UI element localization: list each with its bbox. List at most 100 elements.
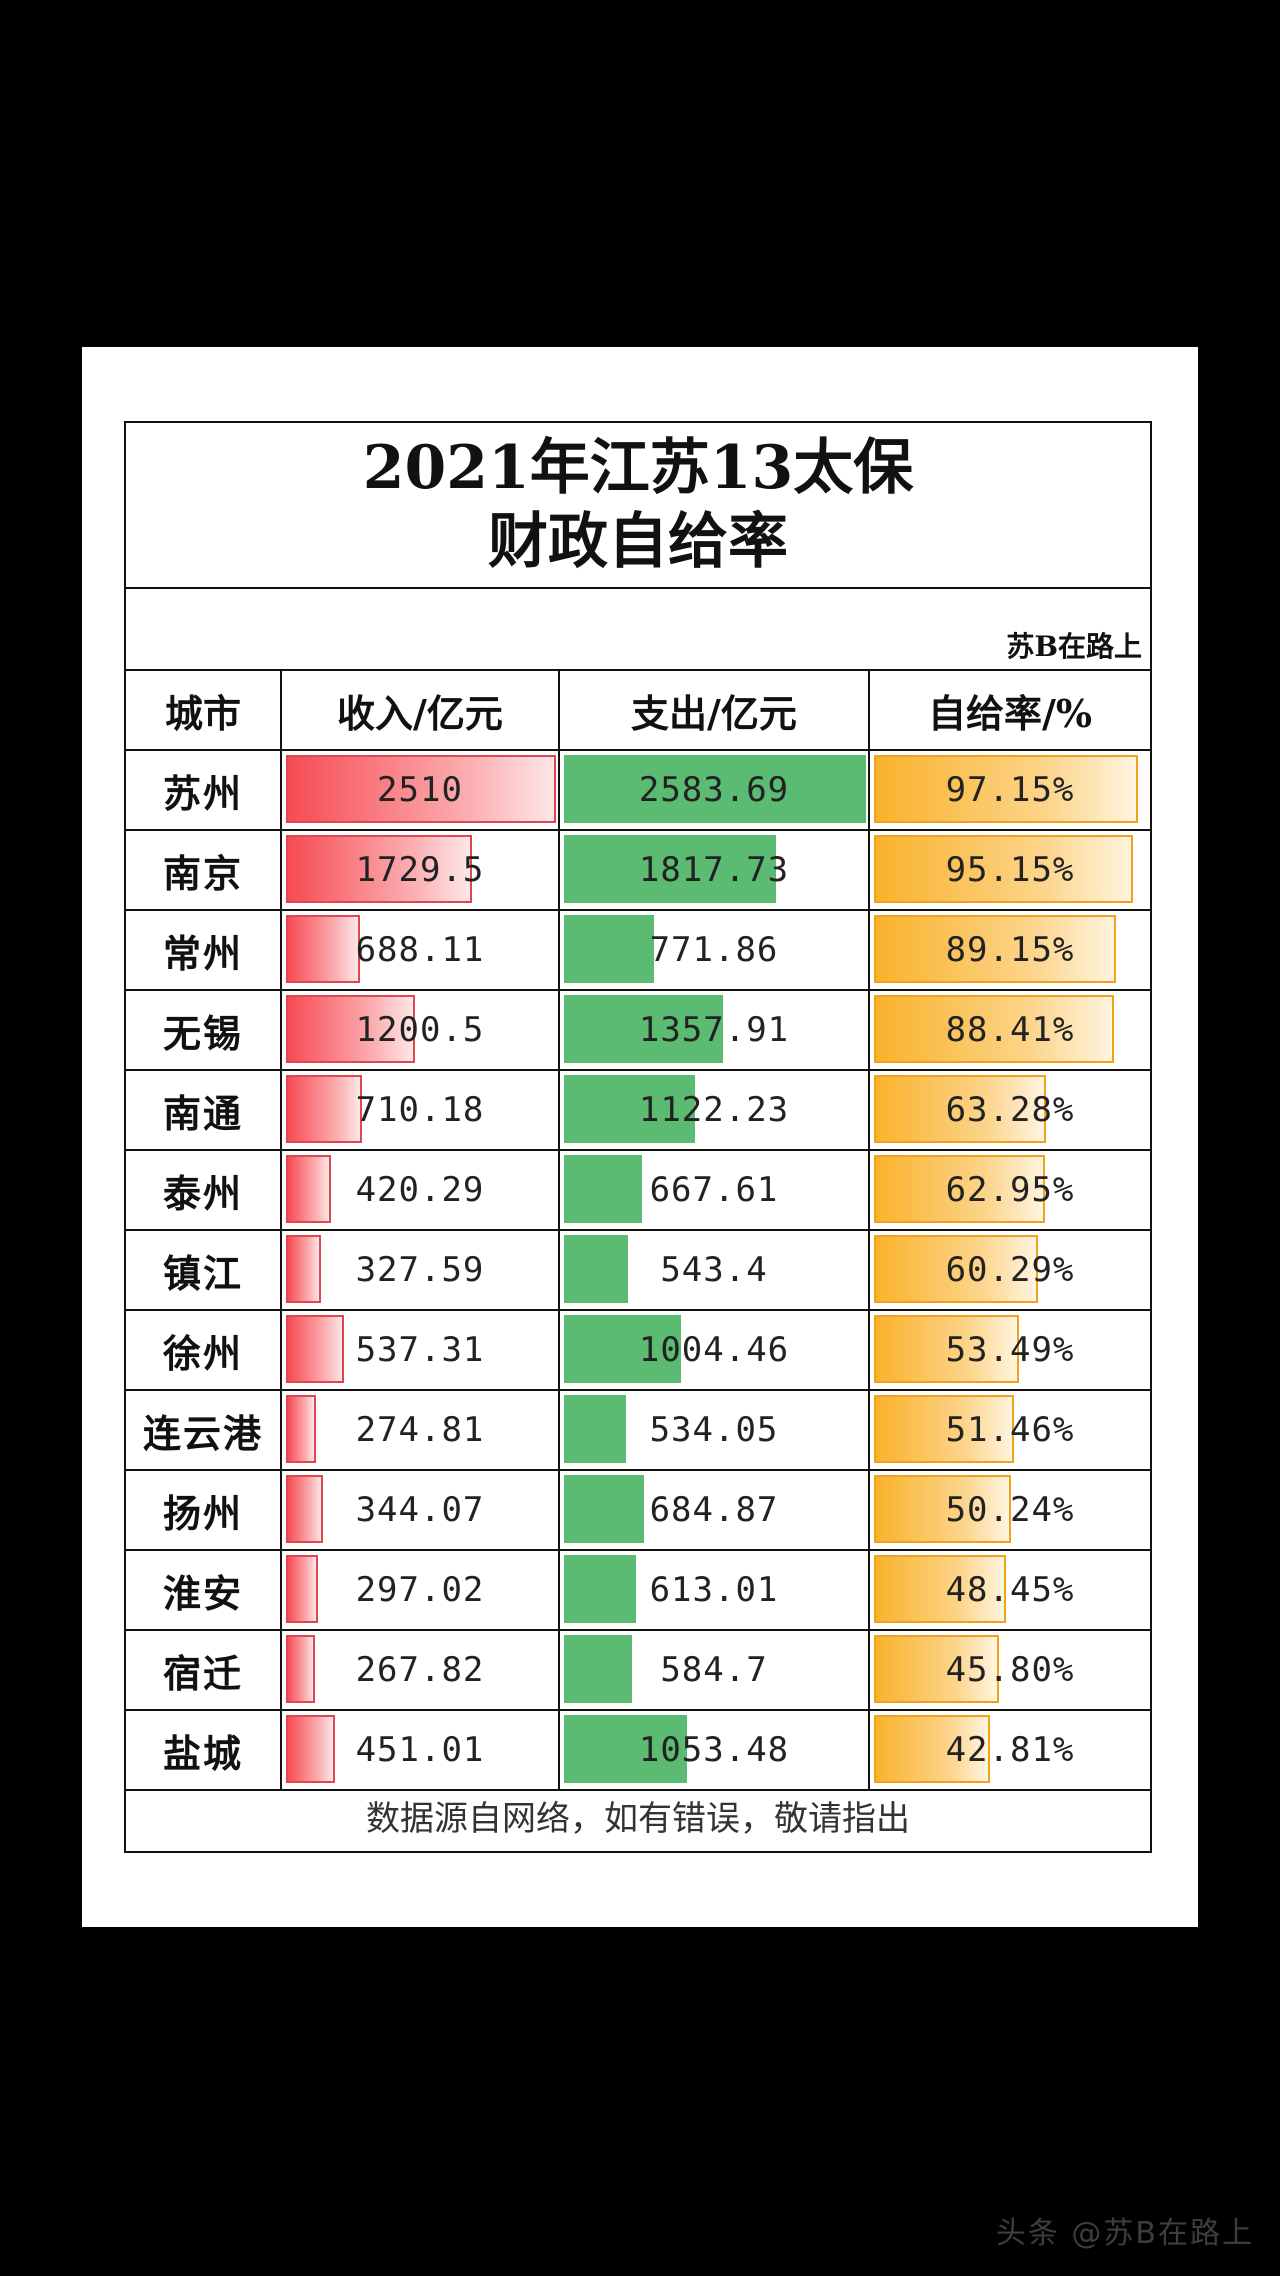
expense-cell: 584.7 — [560, 1631, 870, 1709]
expense-bar — [564, 995, 723, 1063]
expense-value: 1122.23 — [638, 1090, 790, 1130]
rate-value: 51.46% — [945, 1410, 1075, 1450]
income-bar — [286, 1555, 318, 1623]
rate-value: 60.29% — [945, 1250, 1075, 1290]
footer-note: 数据源自网络，如有错误，敬请指出 — [366, 1798, 910, 1839]
rate-value: 97.15% — [945, 770, 1075, 810]
table-row: 南京 1729.5 1817.73 95.15% — [126, 831, 1150, 911]
expense-cell: 613.01 — [560, 1551, 870, 1629]
city-cell: 徐州 — [126, 1311, 282, 1389]
expense-bar — [564, 1715, 687, 1783]
income-value: 688.11 — [355, 930, 485, 970]
rate-bar — [874, 995, 1114, 1063]
expense-cell: 1053.48 — [560, 1711, 870, 1789]
income-cell: 327.59 — [282, 1231, 560, 1309]
expense-cell: 1817.73 — [560, 831, 870, 909]
city-cell: 南京 — [126, 831, 282, 909]
expense-cell: 1122.23 — [560, 1071, 870, 1149]
income-value: 1200.5 — [355, 1010, 485, 1050]
table-row: 淮安 297.02 613.01 48.45% — [126, 1551, 1150, 1631]
city-cell: 扬州 — [126, 1471, 282, 1549]
expense-bar — [564, 1395, 626, 1463]
table-row: 泰州 420.29 667.61 62.95% — [126, 1151, 1150, 1231]
rate-cell: 89.15% — [870, 911, 1150, 989]
expense-bar — [564, 1635, 632, 1703]
expense-value: 1004.46 — [638, 1330, 790, 1370]
header-city: 城市 — [126, 671, 282, 749]
rate-bar — [874, 1395, 1014, 1463]
city-cell: 盐城 — [126, 1711, 282, 1789]
city-cell: 宿迁 — [126, 1631, 282, 1709]
income-bar — [286, 1315, 344, 1383]
title-line-1: 2021年江苏13太保 — [362, 433, 914, 503]
rate-bar — [874, 755, 1138, 823]
rate-bar — [874, 1475, 1011, 1543]
income-cell: 1729.5 — [282, 831, 560, 909]
credit-row: 苏B在路上 — [126, 589, 1150, 671]
table-row: 无锡 1200.5 1357.91 88.41% — [126, 991, 1150, 1071]
income-value: 537.31 — [355, 1330, 485, 1370]
city-cell: 连云港 — [126, 1391, 282, 1469]
header-income: 收入/亿元 — [282, 671, 560, 749]
income-cell: 537.31 — [282, 1311, 560, 1389]
income-value: 1729.5 — [355, 850, 485, 890]
expense-value: 534.05 — [649, 1410, 779, 1450]
income-value: 420.29 — [355, 1170, 485, 1210]
table-row: 盐城 451.01 1053.48 42.81% — [126, 1711, 1150, 1791]
income-value: 2510 — [377, 770, 463, 810]
expense-value: 613.01 — [649, 1570, 779, 1610]
watermark: 头条 @苏B在路上 — [995, 2216, 1254, 2251]
income-cell: 451.01 — [282, 1711, 560, 1789]
city-cell: 苏州 — [126, 751, 282, 829]
income-bar — [286, 1715, 335, 1783]
rate-value: 45.80% — [945, 1650, 1075, 1690]
income-bar — [286, 915, 360, 983]
income-bar — [286, 1635, 315, 1703]
expense-bar — [564, 1155, 642, 1223]
city-cell: 常州 — [126, 911, 282, 989]
expense-value: 1817.73 — [638, 850, 790, 890]
rate-cell: 62.95% — [870, 1151, 1150, 1229]
rate-cell: 48.45% — [870, 1551, 1150, 1629]
income-cell: 420.29 — [282, 1151, 560, 1229]
expense-cell: 771.86 — [560, 911, 870, 989]
title-line-2: 财政自给率 — [488, 507, 788, 577]
rate-value: 88.41% — [945, 1010, 1075, 1050]
income-value: 451.01 — [355, 1730, 485, 1770]
expense-cell: 543.4 — [560, 1231, 870, 1309]
title-box: 2021年江苏13太保 财政自给率 — [126, 423, 1150, 589]
income-bar — [286, 1235, 321, 1303]
table-row: 常州 688.11 771.86 89.15% — [126, 911, 1150, 991]
expense-cell: 534.05 — [560, 1391, 870, 1469]
expense-bar — [564, 755, 866, 823]
expense-cell: 1357.91 — [560, 991, 870, 1069]
rate-cell: 88.41% — [870, 991, 1150, 1069]
rate-cell: 95.15% — [870, 831, 1150, 909]
header-expense: 支出/亿元 — [560, 671, 870, 749]
rate-cell: 50.24% — [870, 1471, 1150, 1549]
expense-bar — [564, 1075, 695, 1143]
income-value: 267.82 — [355, 1650, 485, 1690]
expense-value: 2583.69 — [638, 770, 790, 810]
table-row: 连云港 274.81 534.05 51.46% — [126, 1391, 1150, 1471]
rate-value: 89.15% — [945, 930, 1075, 970]
income-cell: 1200.5 — [282, 991, 560, 1069]
rate-bar — [874, 1315, 1019, 1383]
table-row: 镇江 327.59 543.4 60.29% — [126, 1231, 1150, 1311]
table-row: 南通 710.18 1122.23 63.28% — [126, 1071, 1150, 1151]
expense-bar — [564, 1235, 628, 1303]
expense-value: 584.7 — [660, 1650, 768, 1690]
income-cell: 344.07 — [282, 1471, 560, 1549]
income-bar — [286, 1475, 323, 1543]
rate-value: 48.45% — [945, 1570, 1075, 1610]
header-row: 城市 收入/亿元 支出/亿元 自给率/% — [126, 671, 1150, 751]
expense-value: 667.61 — [649, 1170, 779, 1210]
rate-bar — [874, 1075, 1046, 1143]
rate-value: 62.95% — [945, 1170, 1075, 1210]
city-cell: 镇江 — [126, 1231, 282, 1309]
rate-bar — [874, 1155, 1045, 1223]
expense-cell: 1004.46 — [560, 1311, 870, 1389]
income-cell: 688.11 — [282, 911, 560, 989]
rate-bar — [874, 915, 1116, 983]
rate-value: 63.28% — [945, 1090, 1075, 1130]
